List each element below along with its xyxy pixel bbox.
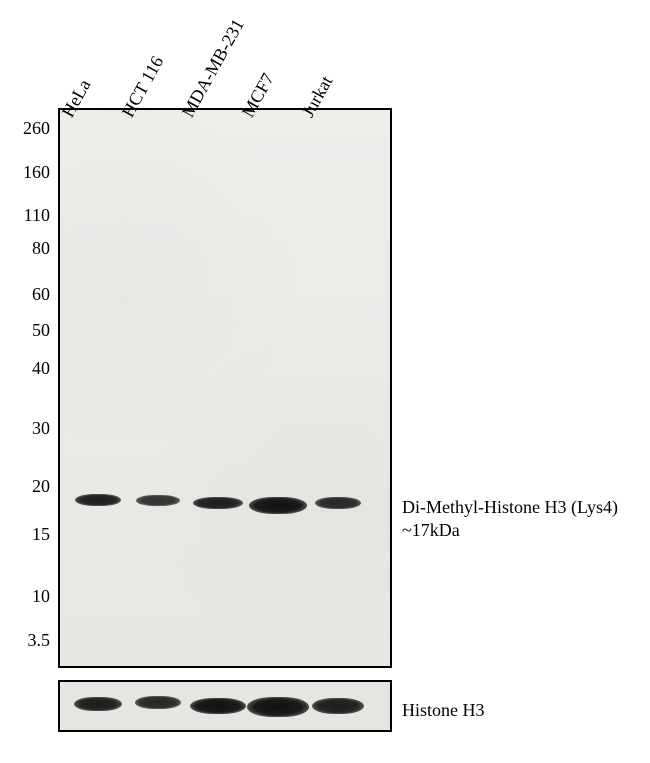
mw-marker: 110 — [10, 205, 50, 226]
mw-marker: 15 — [10, 524, 50, 545]
band — [74, 697, 122, 711]
mw-marker: 50 — [10, 320, 50, 341]
band — [312, 698, 364, 714]
mw-marker: 20 — [10, 476, 50, 497]
blot-background-noise — [60, 110, 390, 666]
mw-marker: 260 — [10, 118, 50, 139]
mw-marker: 60 — [10, 284, 50, 305]
mw-marker: 80 — [10, 238, 50, 259]
figure-container: HeLaHCT 116MDA-MB-231MCF7Jurkat 26016011… — [0, 0, 650, 763]
band — [136, 495, 180, 506]
band — [315, 497, 361, 509]
band — [249, 497, 307, 514]
lane-label: MDA-MB-231 — [178, 15, 249, 121]
loading-control-label: Histone H3 — [402, 700, 485, 721]
mw-marker: 40 — [10, 358, 50, 379]
mw-marker: 160 — [10, 162, 50, 183]
band — [75, 494, 121, 506]
band — [193, 497, 243, 509]
band — [247, 697, 309, 717]
mw-marker: 3.5 — [10, 630, 50, 651]
mw-marker: 10 — [10, 586, 50, 607]
band — [135, 696, 181, 709]
band — [190, 698, 246, 714]
target-label-line1: Di-Methyl-Histone H3 (Lys4) — [402, 497, 618, 518]
mw-marker: 30 — [10, 418, 50, 439]
western-blot-main — [58, 108, 392, 668]
target-label-line2: ~17kDa — [402, 520, 460, 541]
